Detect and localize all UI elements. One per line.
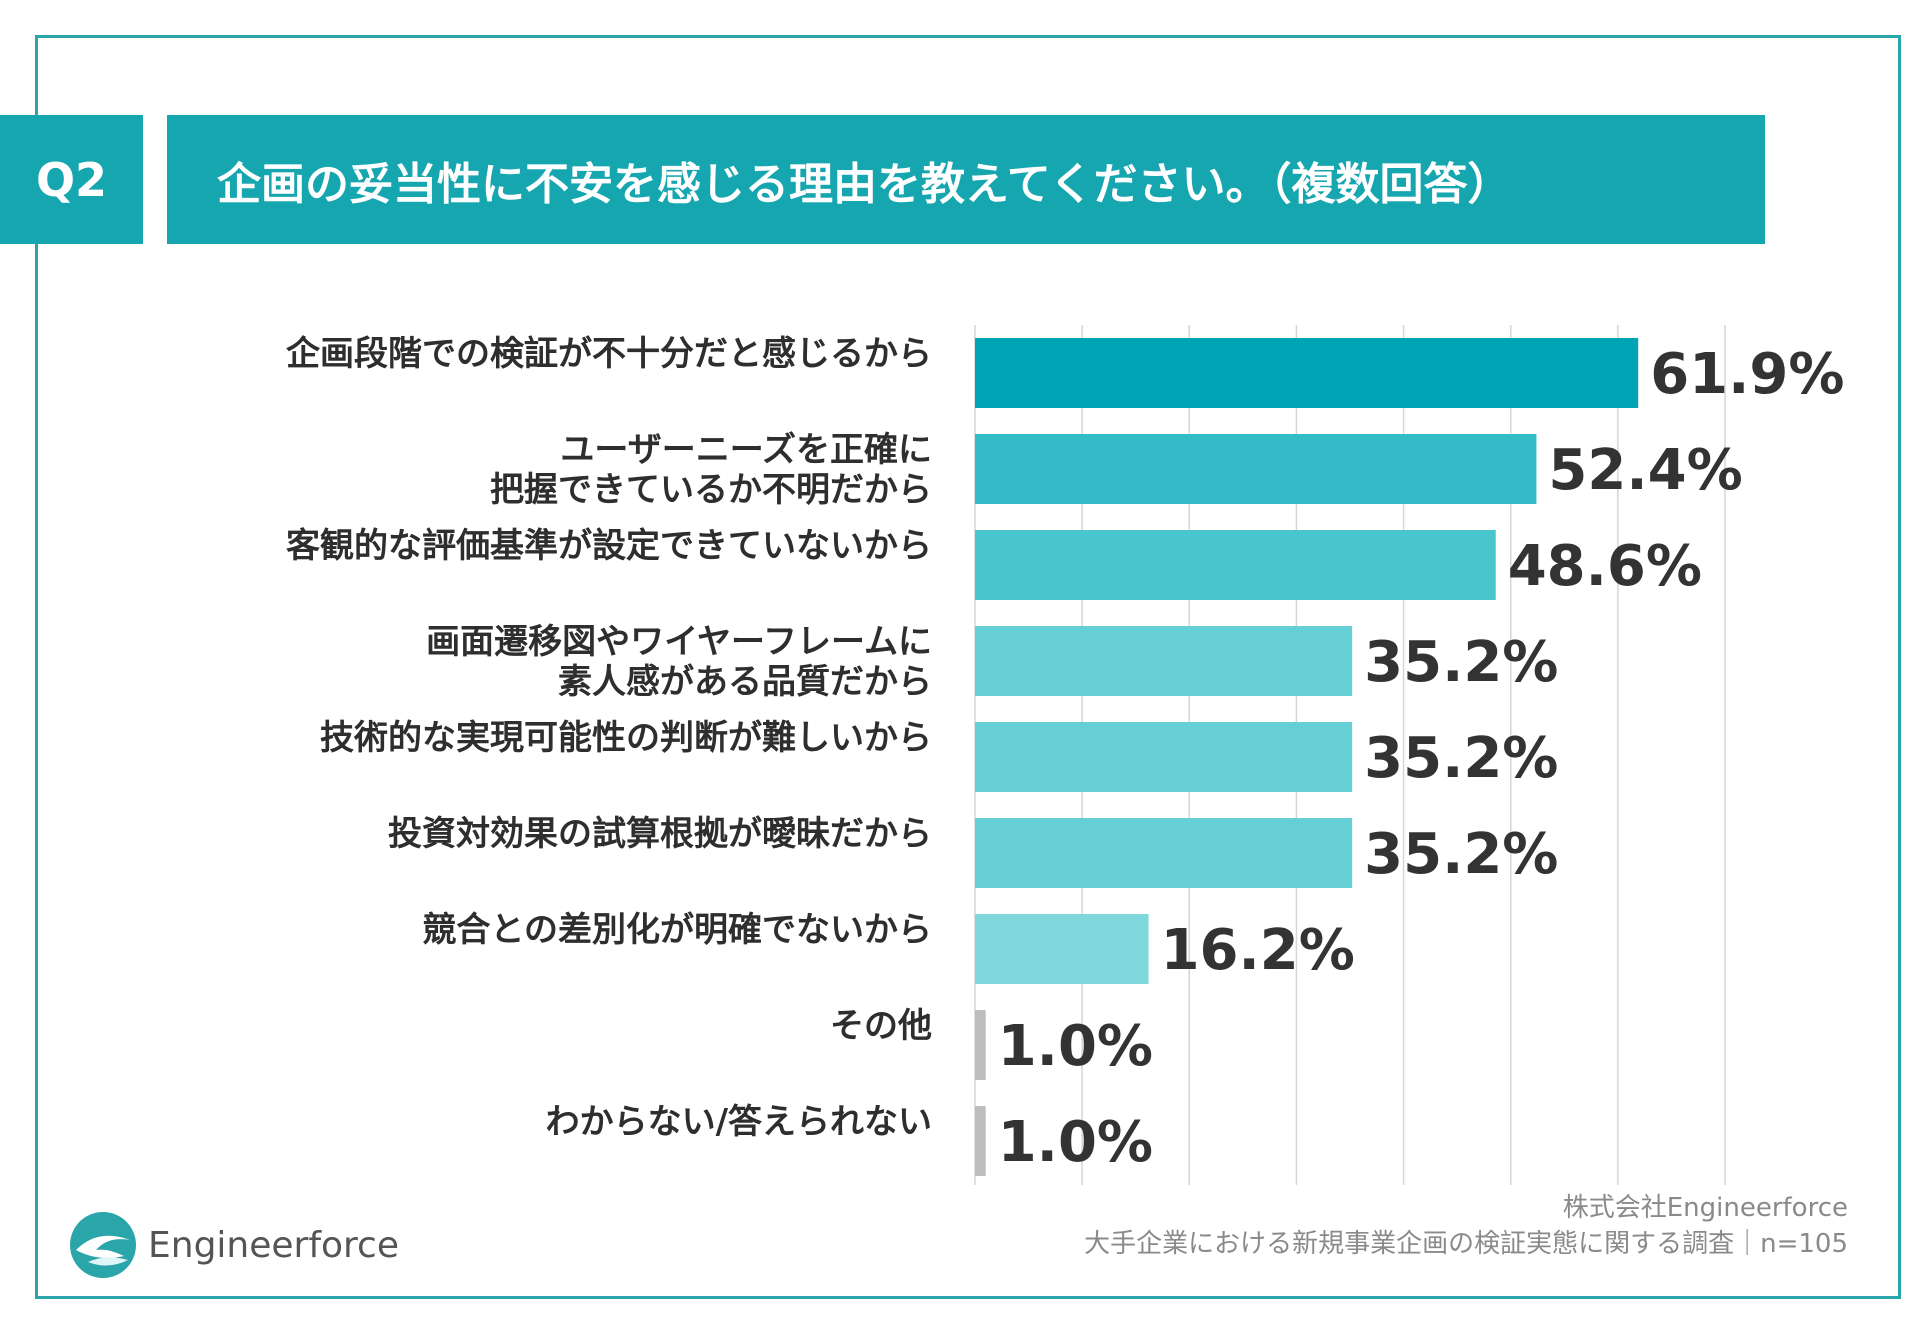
category-label: 画面遷移図やワイヤーフレームに	[426, 622, 932, 662]
bar	[975, 626, 1353, 696]
category-label: 技術的な実現可能性の判断が難しいから	[320, 718, 932, 758]
category-label: 競合との差別化が明確でないから	[422, 910, 932, 950]
data-label: 61.9%	[1650, 342, 1844, 407]
category-label: 把握できているか不明だから	[490, 470, 932, 510]
category-label: ユーザーニーズを正確に	[560, 430, 932, 470]
category-label: 企画段階での検証が不十分だと感じるから	[286, 334, 932, 374]
outer-frame	[35, 35, 1901, 1299]
question-number-badge: Q2	[0, 115, 143, 244]
data-label: 16.2%	[1161, 918, 1355, 983]
footer-source: 株式会社Engineerforce 大手企業における新規事業企画の検証実態に関す…	[1084, 1190, 1848, 1262]
category-label: 客観的な評価基準が設定できていないから	[286, 526, 932, 566]
data-label: 35.2%	[1364, 726, 1558, 791]
data-label: 1.0%	[998, 1110, 1153, 1175]
data-label: 52.4%	[1548, 438, 1742, 503]
logo-text: Engineerforce	[148, 1224, 399, 1266]
wave-bird-icon	[70, 1212, 136, 1278]
company-logo: Engineerforce	[68, 1210, 399, 1280]
bar	[975, 434, 1537, 504]
data-label: 35.2%	[1364, 822, 1558, 887]
data-label: 35.2%	[1364, 630, 1558, 695]
bar	[975, 818, 1353, 888]
question-title: 企画の妥当性に不安を感じる理由を教えてください。（複数回答）	[167, 115, 1765, 244]
data-label: 48.6%	[1508, 534, 1702, 599]
category-label: わからない/答えられない	[546, 1102, 932, 1142]
data-label: 1.0%	[998, 1014, 1153, 1079]
bar	[975, 338, 1639, 408]
bar	[975, 1106, 986, 1176]
bar	[975, 722, 1353, 792]
bar	[975, 1010, 986, 1080]
category-label: 投資対効果の試算根拠が曖昧だから	[388, 814, 932, 854]
footer-company: 株式会社Engineerforce	[1562, 1193, 1848, 1223]
footer-survey: 大手企業における新規事業企画の検証実態に関する調査｜n=105	[1084, 1229, 1848, 1259]
bar	[975, 530, 1496, 600]
bar	[975, 914, 1149, 984]
category-label: その他	[830, 1006, 932, 1046]
category-label: 素人感がある品質だから	[558, 662, 932, 702]
